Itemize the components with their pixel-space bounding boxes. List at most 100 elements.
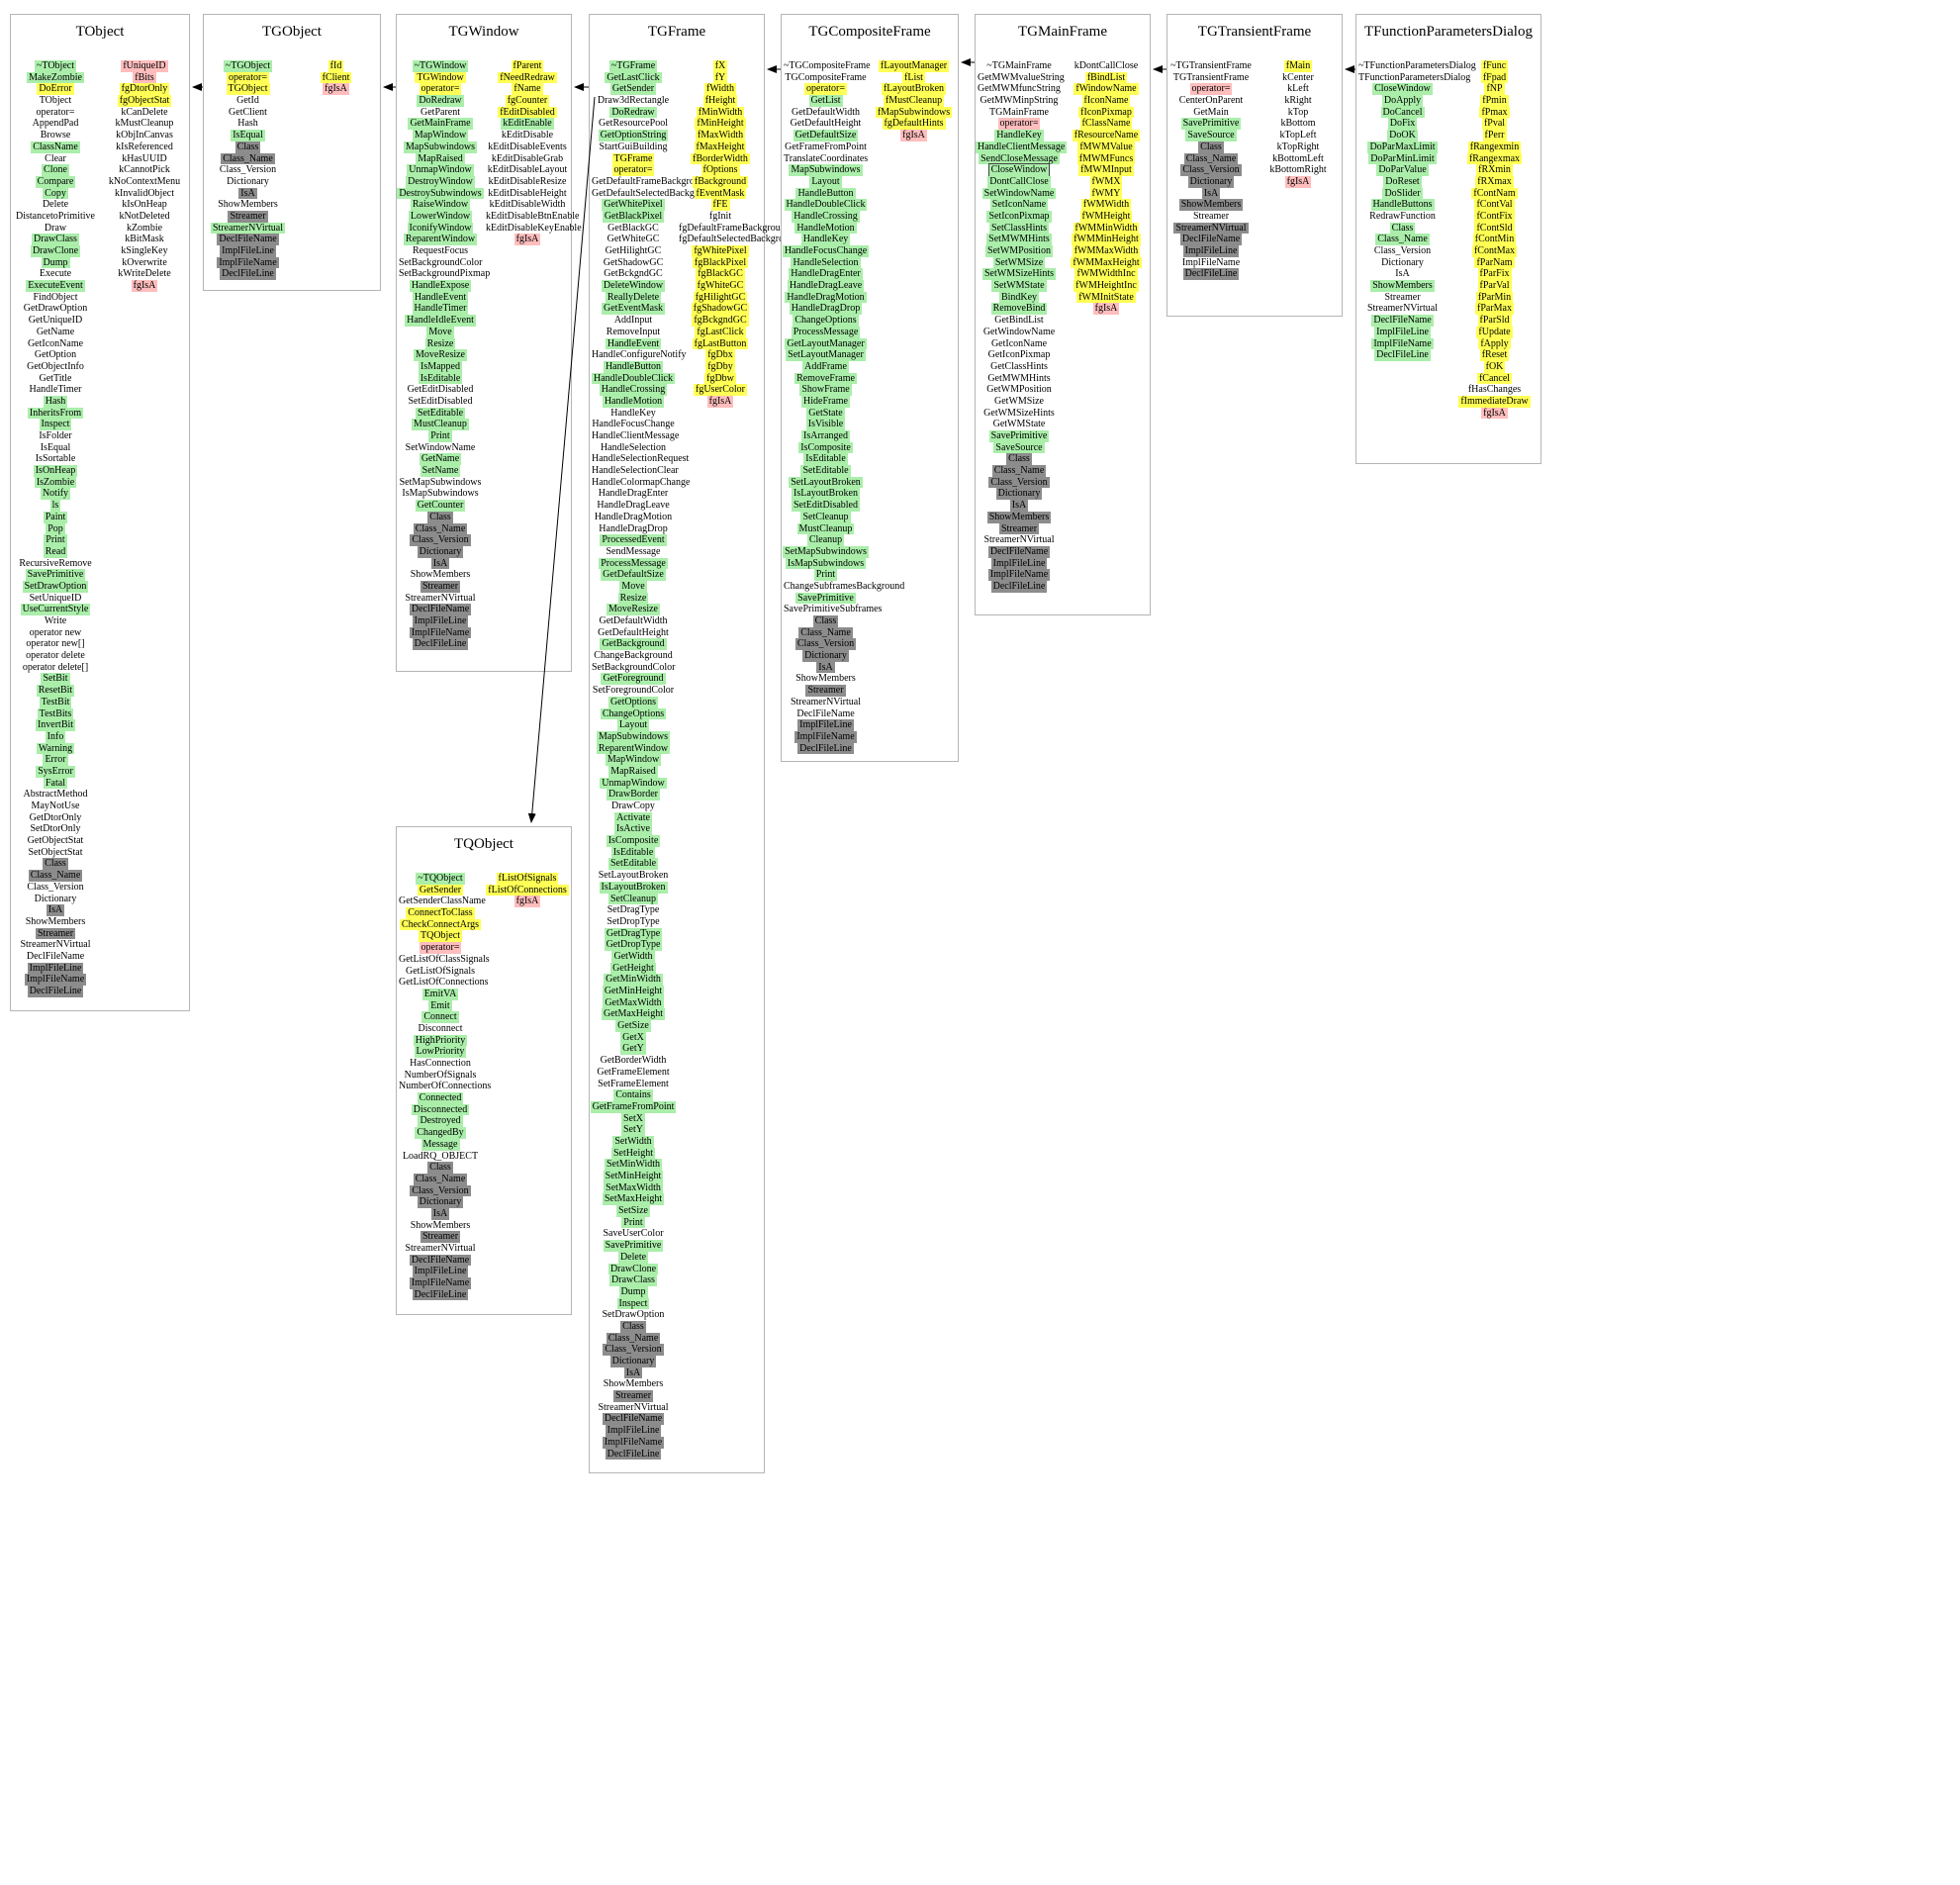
method-entry: Class: [427, 511, 453, 523]
method-row: Disconnected: [397, 1103, 484, 1116]
method-row: IsA: [1356, 268, 1448, 280]
method-entry: ImplFileName: [217, 256, 279, 269]
method-entry: HandleDragLeave: [597, 500, 670, 512]
class-box-tgmainframe: TGMainFrame ~TGMainFrame GetMWMvalueString…: [975, 14, 1151, 615]
method-row: RemoveBind: [976, 303, 1063, 316]
method-row: ReparentWindow: [590, 742, 677, 755]
member-row: fClient: [292, 71, 380, 84]
method-row: GetId: [204, 95, 292, 107]
member-row: fParMin: [1448, 291, 1540, 304]
method-row: ImplFileLine: [397, 1266, 484, 1278]
method-entry: CloseWindow: [987, 163, 1051, 177]
method-entry: SetClassHints: [988, 222, 1050, 235]
method-entry: IsLayoutBroken: [599, 881, 668, 894]
method-row: SetObjectStat: [11, 847, 100, 859]
member-row: fgShadowGC: [677, 303, 764, 316]
member-row: fIconPixmap: [1063, 106, 1150, 119]
member-entry: kBitMask: [125, 234, 164, 245]
method-row: GetMinWidth: [590, 974, 677, 986]
member-entry: fClassName: [1079, 118, 1133, 131]
method-row: ExecuteEvent: [11, 280, 100, 292]
method-row: UnmapWindow: [590, 777, 677, 790]
method-entry: SetEditDisabled: [408, 395, 473, 407]
method-row: DoError: [11, 83, 100, 96]
member-row: fParVal: [1448, 280, 1540, 292]
member-row: fMapSubwindows: [870, 106, 958, 119]
method-row: SetMinWidth: [590, 1159, 677, 1171]
method-entry: GetOption: [34, 349, 77, 361]
method-row: UnmapWindow: [397, 164, 484, 176]
method-row: GetY: [590, 1043, 677, 1056]
method-entry: SetLayoutBroken: [789, 476, 863, 489]
method-entry: Compare: [35, 175, 76, 188]
method-entry: MayNotUse: [31, 801, 80, 811]
method-row: StreamerNVirtual: [204, 222, 292, 235]
class-title: TGFrame: [647, 24, 706, 40]
method-row: Streamer: [1167, 211, 1255, 223]
member-entry: kTopLeft: [1279, 130, 1317, 141]
member-entry: fLayoutManager: [878, 60, 950, 72]
method-entry: CloseWindow: [1372, 83, 1433, 96]
method-entry: Dictionary: [609, 1356, 657, 1367]
method-entry: SetBackgroundColor: [399, 256, 483, 268]
method-entry: DeleteWindow: [601, 280, 666, 292]
method-entry: operator=: [419, 942, 462, 954]
method-entry: ~TGFrame: [608, 60, 658, 72]
method-row: GetBindList: [976, 315, 1063, 327]
method-entry: SetEditDisabled: [792, 500, 860, 512]
method-entry: Class_Version: [410, 1184, 471, 1197]
method-entry: HandleMotion: [794, 222, 857, 235]
method-row: MayNotUse: [11, 801, 100, 812]
member-entry: fgIsA: [1284, 175, 1312, 188]
method-entry: AddFrame: [802, 360, 849, 373]
method-row: Clear: [11, 153, 100, 165]
method-entry: GetParent: [420, 106, 460, 118]
method-entry: Class: [43, 858, 68, 871]
method-entry: DoParMinLimit: [1368, 152, 1437, 165]
method-entry: DeclFileLine: [1374, 349, 1431, 361]
method-entry: Print: [621, 1216, 645, 1229]
member-entry: fgBlackPixel: [692, 256, 749, 269]
method-entry: GetWindowName: [982, 326, 1056, 337]
method-entry: Browse: [40, 130, 71, 141]
member-entry: fRXmin: [1476, 164, 1513, 176]
member-entry: fOK: [1483, 360, 1506, 373]
method-row: DrawClone: [11, 245, 100, 257]
method-row: IsEditable: [590, 846, 677, 859]
member-row: fgIsA: [292, 83, 380, 96]
member-entry: kEditEnable: [501, 118, 554, 131]
method-entry: ImplFileLine: [412, 1266, 469, 1278]
method-entry: ImplFileName: [987, 569, 1051, 581]
method-entry: Paint: [43, 511, 68, 523]
method-entry: IsSortable: [35, 453, 76, 465]
member-row: fRXmin: [1448, 164, 1540, 176]
method-entry: DeclFileName: [987, 545, 1051, 558]
method-entry: GetWhiteGC: [607, 234, 660, 245]
member-entry: fWidth: [704, 83, 736, 96]
method-row: HandleTimer: [397, 303, 484, 316]
method-row: SetMWMHints: [976, 234, 1063, 245]
method-entry: ~TFunctionParametersDialog: [1358, 60, 1476, 71]
method-entry: Resize: [617, 592, 649, 605]
method-entry: DoParMaxLimit: [1367, 141, 1438, 153]
method-entry: GetSender: [417, 884, 464, 896]
method-row: HandleEvent: [590, 337, 677, 350]
method-entry: TQObject: [419, 930, 462, 943]
method-row: Layout: [782, 175, 870, 188]
method-row: TestBit: [11, 696, 100, 708]
method-row: GetDropType: [590, 939, 677, 951]
method-row: HandleDragEnter: [782, 268, 870, 281]
method-row: MapSubwindows: [397, 141, 484, 153]
method-entry: ImplFileName: [602, 1436, 665, 1449]
method-row: SetDragType: [590, 904, 677, 916]
member-entry: fWMMinWidth: [1073, 222, 1140, 235]
method-row: SetWindowName: [397, 442, 484, 454]
methods-column: ~TGFrame GetLastClick GetSender Draw3dRecta…: [590, 60, 717, 1461]
method-entry: IsMapSubwindows: [785, 557, 867, 570]
method-entry: Dictionary: [227, 175, 269, 187]
method-entry: HandleMotion: [602, 395, 665, 408]
method-row: HandleCrossing: [590, 384, 677, 396]
method-row: ClassName: [11, 141, 100, 153]
method-row: Streamer: [782, 685, 870, 697]
method-row: ImplFileName: [397, 626, 484, 639]
